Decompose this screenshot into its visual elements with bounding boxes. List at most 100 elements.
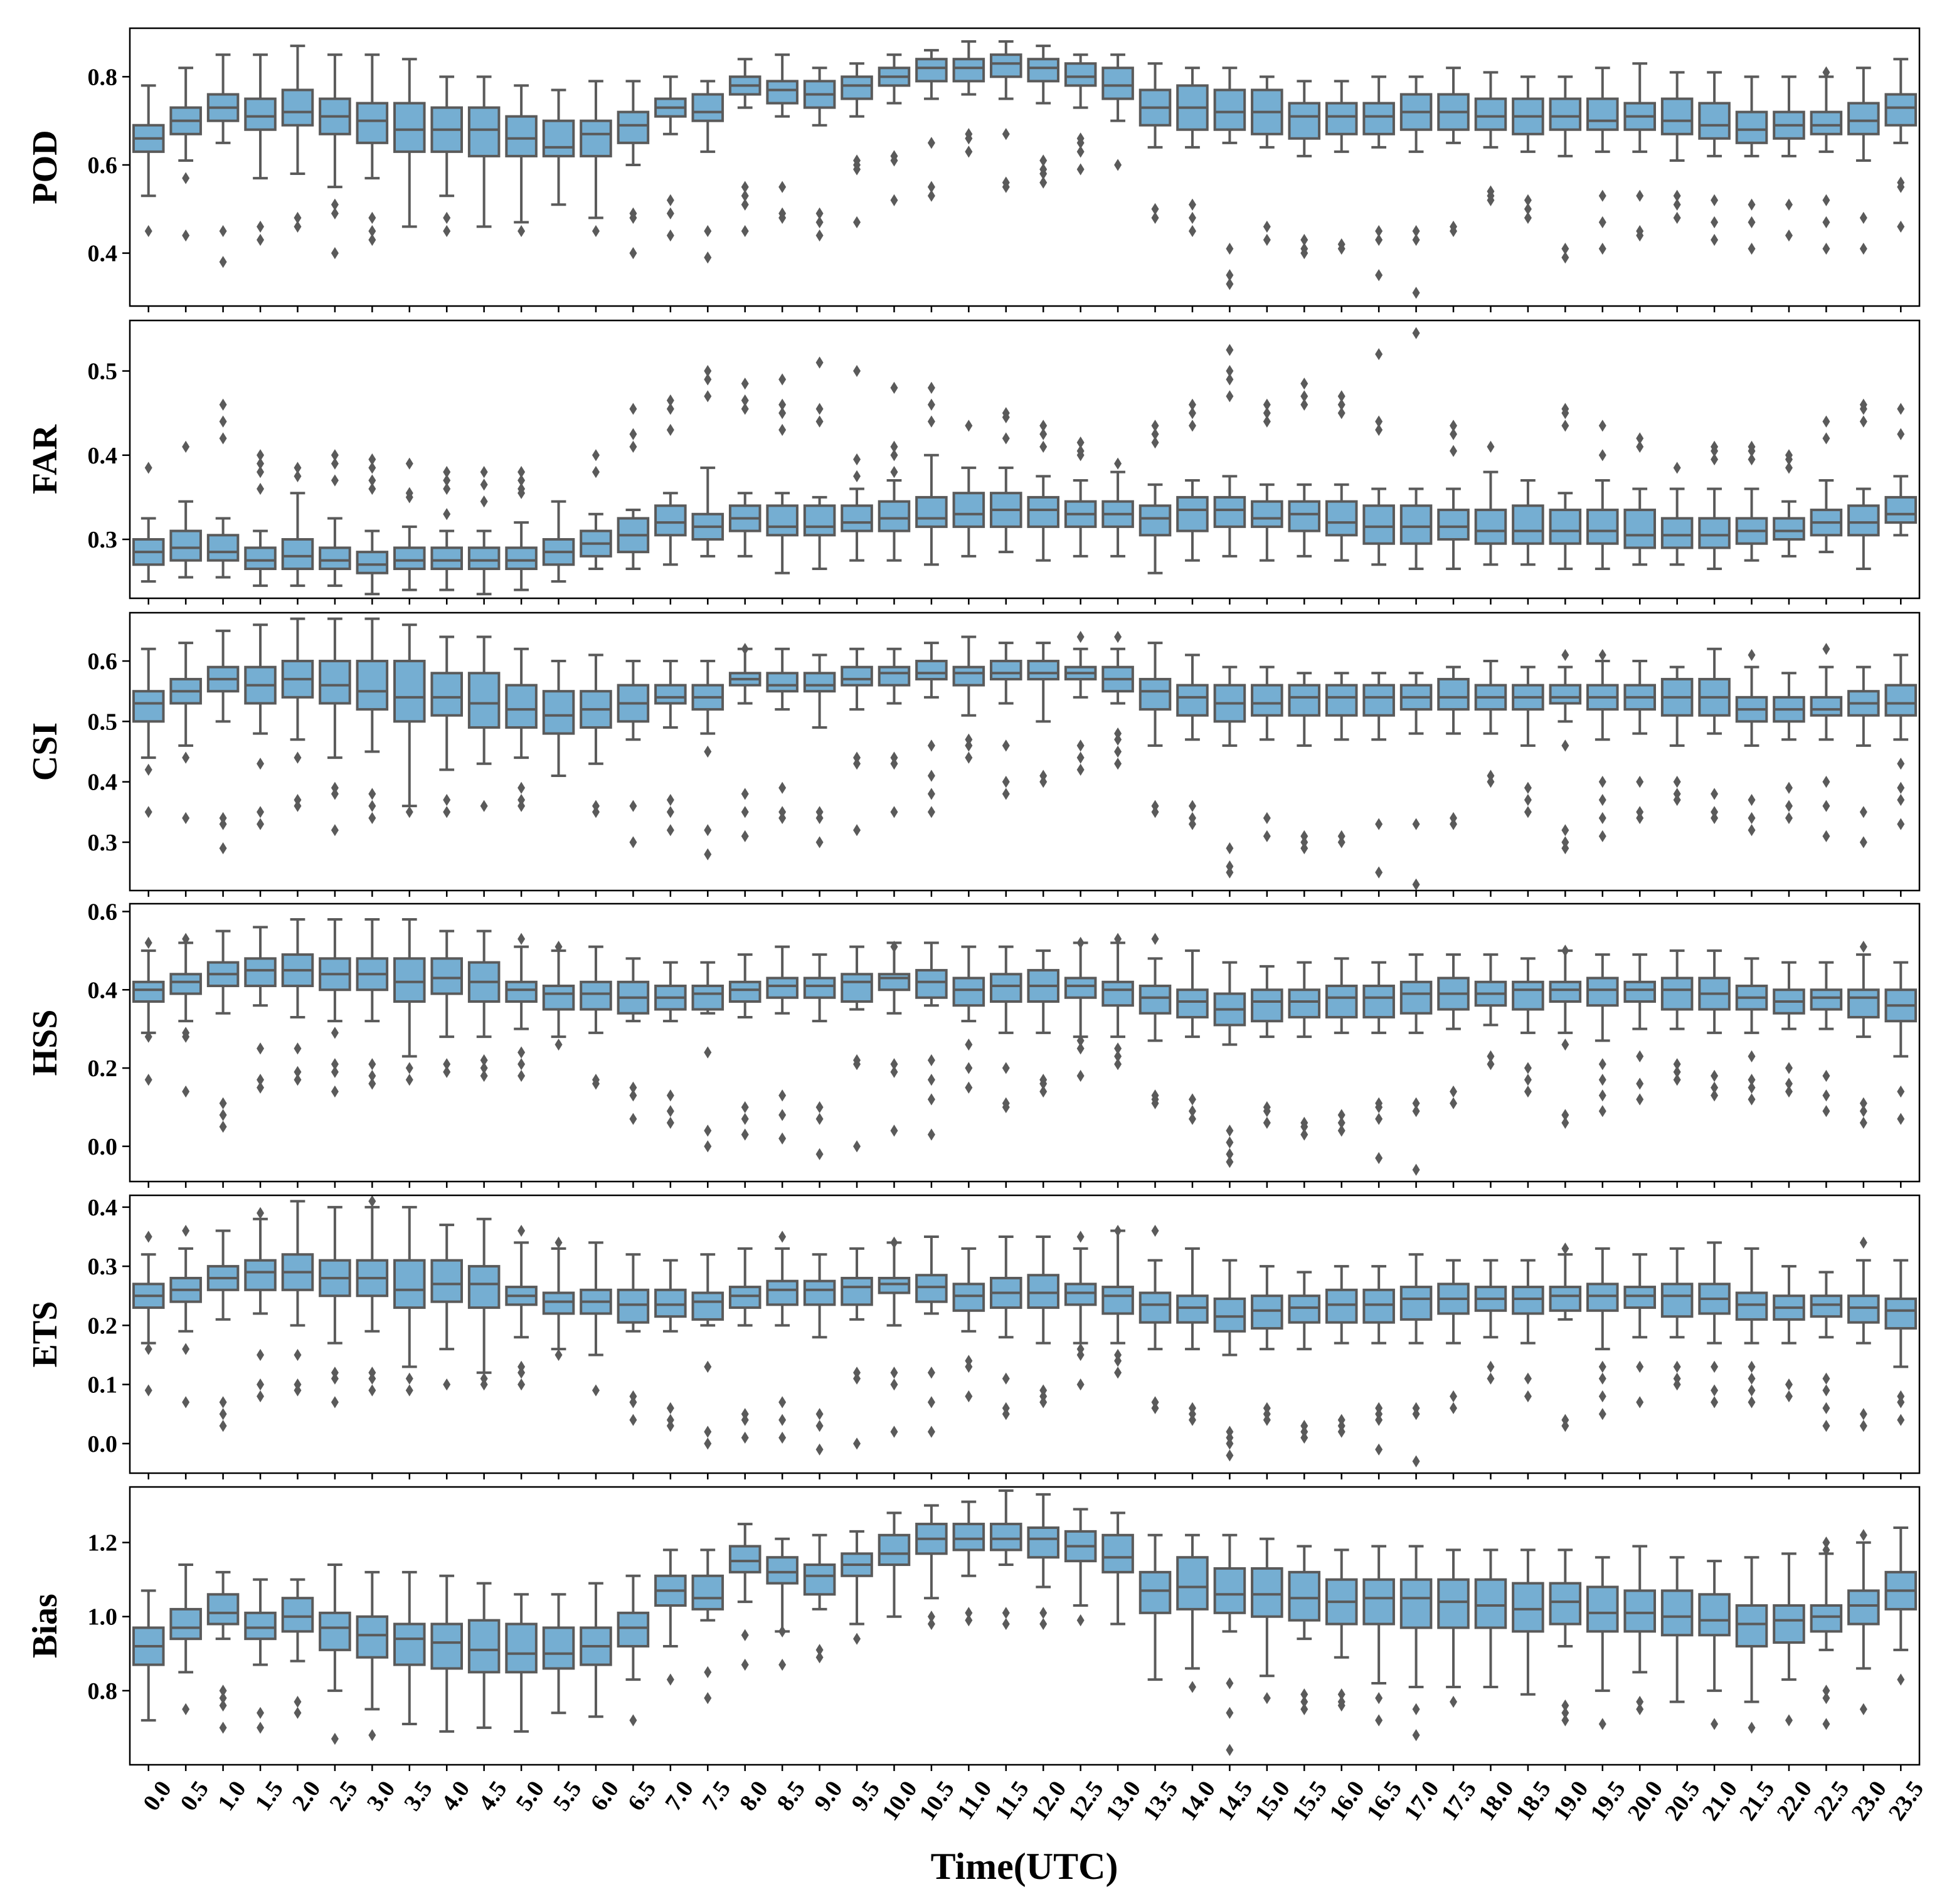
pod-outlier bbox=[1375, 233, 1383, 246]
far-outlier bbox=[927, 415, 935, 428]
far-outlier bbox=[1412, 327, 1420, 339]
far-iqr-box bbox=[319, 546, 351, 571]
ets-outlier bbox=[1114, 1224, 1122, 1237]
bias-outlier bbox=[257, 1722, 265, 1734]
hss-ytick-label: 0.2 bbox=[88, 1055, 118, 1082]
hss-outlier bbox=[1711, 1081, 1719, 1094]
pod-box-23.5 bbox=[1884, 58, 1918, 233]
csi-iqr-box bbox=[1884, 684, 1918, 717]
csi-outlier bbox=[1598, 648, 1606, 662]
pod-outlier bbox=[1748, 216, 1756, 228]
ets-outlier bbox=[182, 1396, 190, 1409]
pod-iqr-box bbox=[915, 58, 948, 83]
csi-outlier bbox=[1711, 806, 1719, 818]
ets-outlier bbox=[219, 1408, 227, 1420]
hss-outlier bbox=[741, 1101, 749, 1114]
ets-outlier bbox=[1076, 1230, 1085, 1243]
pod-outlier bbox=[1188, 198, 1196, 211]
ets-outlier bbox=[1598, 1372, 1606, 1385]
hss-box-0.5 bbox=[169, 933, 202, 1098]
far-box-23.5 bbox=[1884, 403, 1918, 537]
far-outlier bbox=[1450, 428, 1458, 440]
csi-outlier bbox=[182, 812, 190, 825]
ets-box-22.0 bbox=[1773, 1265, 1805, 1403]
hss-box-21.5 bbox=[1735, 957, 1768, 1106]
ets-outlier bbox=[629, 1414, 637, 1426]
ets-box-18.5 bbox=[1512, 1259, 1544, 1403]
ets-outlier bbox=[1598, 1360, 1606, 1373]
hss-outlier bbox=[1487, 1058, 1495, 1071]
far-outlier bbox=[1300, 390, 1308, 403]
pod-ytick-label: 0.4 bbox=[88, 241, 118, 267]
csi-outlier bbox=[1524, 793, 1532, 807]
csi-outlier bbox=[778, 781, 787, 794]
ets-iqr-box bbox=[430, 1259, 463, 1303]
bias-box-8.0 bbox=[728, 1523, 762, 1671]
x-tick-label: 2.5 bbox=[324, 1776, 363, 1816]
bias-iqr-box bbox=[766, 1556, 799, 1585]
far-box-0.5 bbox=[169, 440, 202, 579]
ets-box-7.5 bbox=[691, 1253, 724, 1450]
far-iqr-box bbox=[1586, 509, 1619, 545]
panel-hss: 0.0 0.2 0.4 0.6 HSS bbox=[26, 899, 1921, 1188]
ets-outlier bbox=[778, 1414, 787, 1426]
ets-box-21.0 bbox=[1698, 1241, 1731, 1409]
pod-outlier bbox=[1300, 233, 1308, 246]
pod-outlier bbox=[778, 207, 787, 219]
ets-outlier bbox=[1337, 1414, 1345, 1426]
pod-box-10.5 bbox=[915, 49, 948, 202]
hss-box-19.0 bbox=[1549, 944, 1582, 1129]
csi-outlier bbox=[1748, 648, 1756, 662]
pod-box-12.5 bbox=[1064, 53, 1097, 176]
x-tick-label: 23.5 bbox=[1884, 1776, 1929, 1826]
hss-outlier bbox=[219, 1121, 227, 1133]
pod-outlier bbox=[741, 181, 749, 193]
x-axis-label: Time(UTC) bbox=[931, 1846, 1118, 1887]
pod-box-18.5 bbox=[1512, 75, 1544, 224]
hss-outlier bbox=[517, 1058, 526, 1071]
bias-outlier bbox=[1002, 1617, 1010, 1631]
pod-outlier bbox=[1375, 269, 1383, 282]
csi-outlier bbox=[1822, 643, 1830, 655]
far-box-6.5 bbox=[617, 403, 650, 571]
far-outlier bbox=[182, 440, 190, 453]
pod-outlier bbox=[741, 189, 749, 202]
ets-outlier bbox=[368, 1195, 376, 1208]
bias-iqr-box bbox=[952, 1523, 985, 1552]
bias-box-1.5 bbox=[244, 1578, 277, 1734]
pod-outlier bbox=[1524, 194, 1532, 206]
csi-axes-frame bbox=[129, 611, 1921, 892]
bias-outlier bbox=[1785, 1714, 1793, 1727]
csi-ytick-label: 0.3 bbox=[88, 830, 118, 856]
far-outlier bbox=[1188, 420, 1196, 432]
hss-box-13.0 bbox=[1101, 933, 1134, 1071]
far-outlier bbox=[629, 440, 637, 453]
csi-outlier bbox=[704, 848, 712, 860]
ets-iqr-box bbox=[1138, 1291, 1172, 1324]
hss-outlier bbox=[927, 1054, 935, 1067]
pod-outlier bbox=[815, 207, 824, 219]
ets-outlier bbox=[1151, 1224, 1159, 1237]
csi-box-21.5 bbox=[1735, 648, 1768, 837]
csi-outlier bbox=[1300, 830, 1308, 842]
hss-outlier bbox=[1636, 1077, 1644, 1090]
bias-box-23.0 bbox=[1847, 1529, 1880, 1715]
csi-outlier bbox=[1897, 758, 1905, 770]
ets-outlier bbox=[1002, 1372, 1010, 1385]
csi-outlier bbox=[1002, 739, 1010, 752]
hss-box-17.5 bbox=[1437, 953, 1470, 1109]
bias-outlier bbox=[1375, 1714, 1383, 1727]
far-outlier bbox=[1450, 420, 1458, 432]
csi-outlier bbox=[144, 806, 152, 818]
pod-iqr-box bbox=[617, 110, 650, 144]
ets-outlier bbox=[1039, 1384, 1048, 1397]
ets-outlier bbox=[257, 1348, 265, 1362]
bias-outlier bbox=[219, 1692, 227, 1705]
ets-outlier bbox=[1561, 1242, 1569, 1255]
pod-iqr-box bbox=[766, 80, 799, 105]
pod-iqr-box bbox=[1362, 102, 1395, 135]
hss-outlier bbox=[1412, 1163, 1420, 1176]
ets-outlier bbox=[1897, 1390, 1905, 1403]
x-tick-label: 19.0 bbox=[1548, 1776, 1594, 1826]
far-outlier bbox=[592, 449, 600, 462]
